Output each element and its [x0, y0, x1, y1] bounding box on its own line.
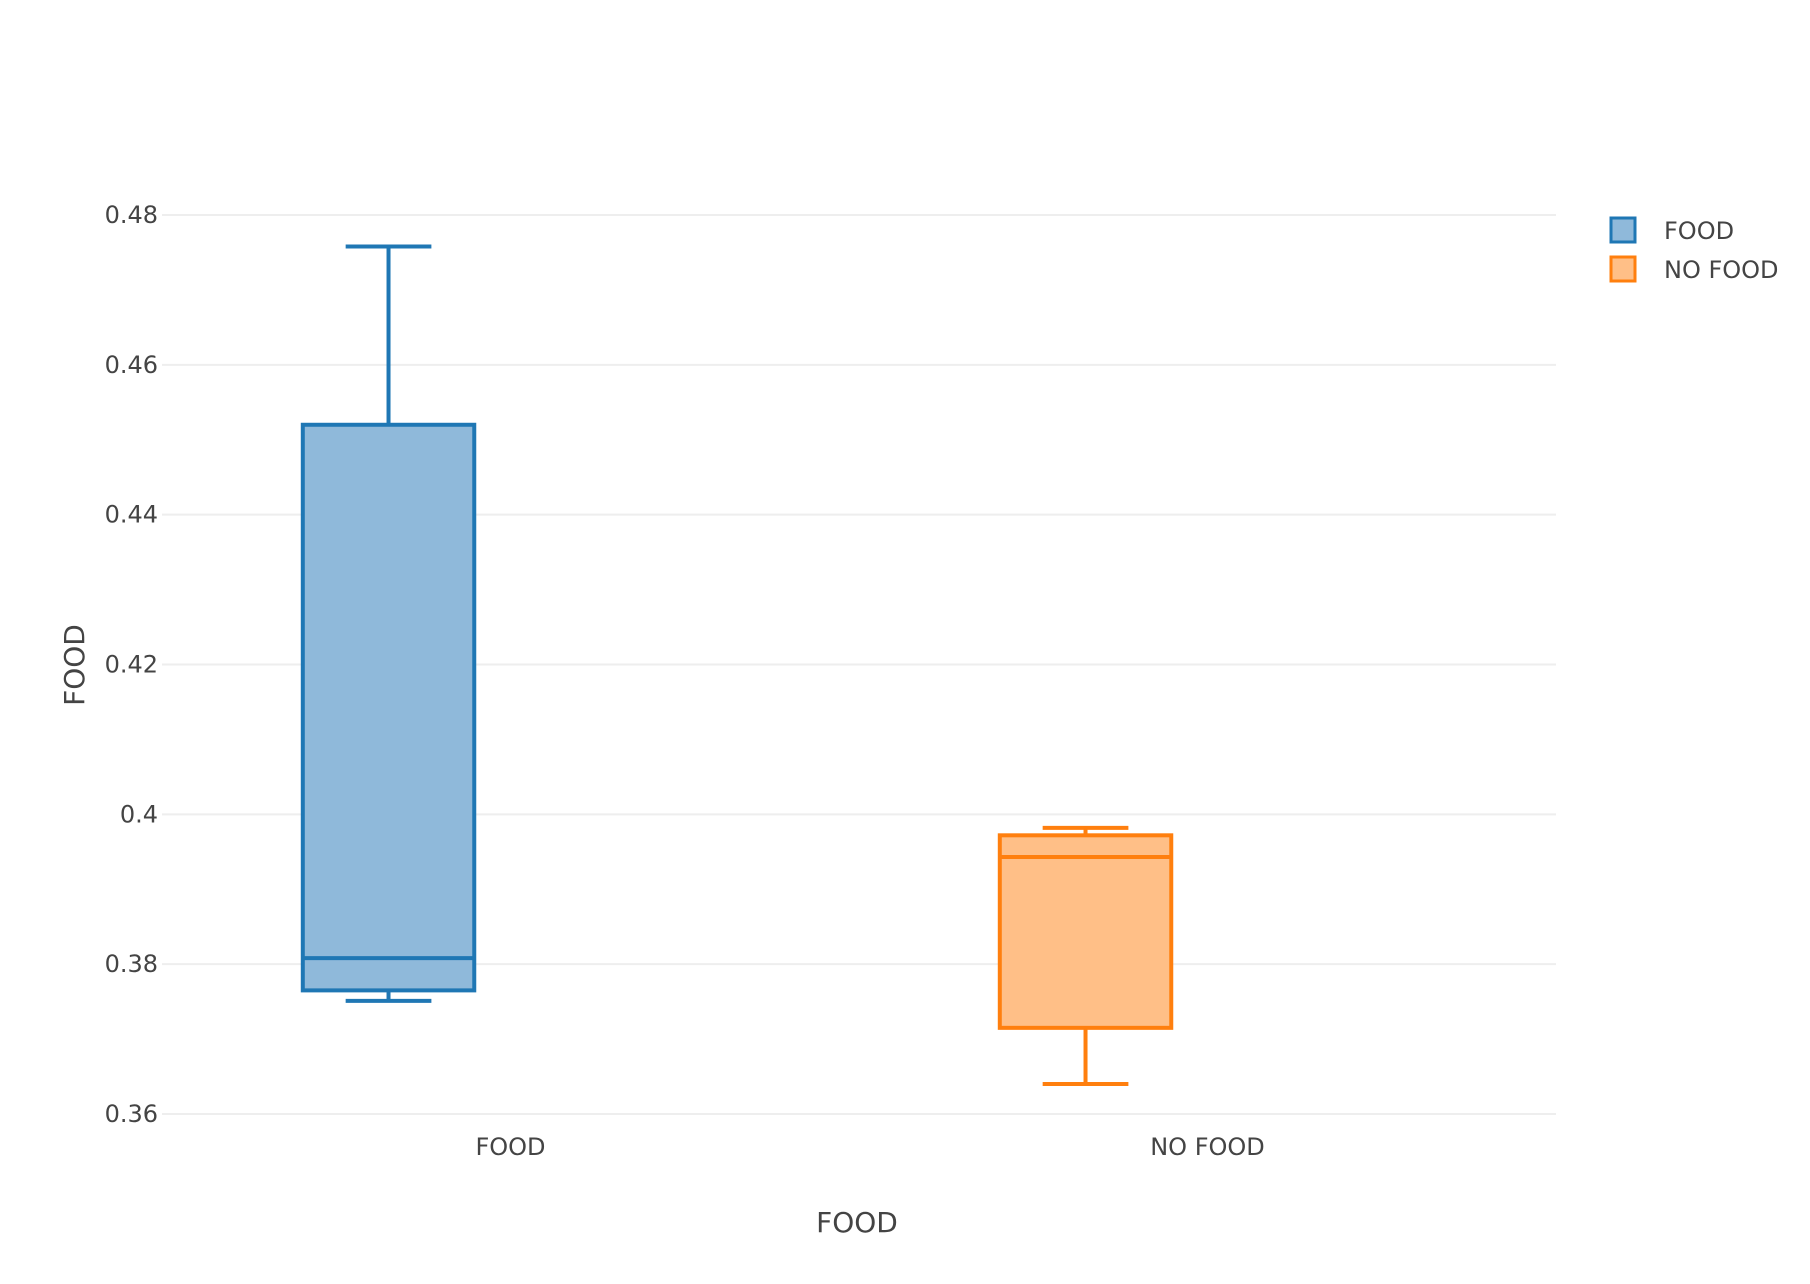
y-tick-label: 0.48	[105, 201, 158, 229]
legend: FOOD NO FOOD	[1609, 216, 1779, 284]
box-no-food	[997, 825, 1174, 1087]
x-axis-ticks: FOOD NO FOOD	[475, 1133, 1264, 1161]
y-tick-label: 0.36	[105, 1100, 158, 1128]
legend-item: NO FOOD	[1609, 255, 1779, 284]
y-tick-label: 0.46	[105, 351, 158, 379]
legend-item: FOOD	[1609, 216, 1734, 245]
box-food	[300, 244, 477, 1003]
y-axis-title: FOOD	[58, 624, 91, 706]
legend-label: FOOD	[1664, 217, 1734, 245]
x-tick-label: FOOD	[475, 1133, 545, 1161]
legend-swatch	[1609, 216, 1637, 244]
legend-label: NO FOOD	[1664, 256, 1779, 284]
y-tick-label: 0.4	[120, 800, 158, 828]
y-tick-label: 0.38	[105, 950, 158, 978]
x-axis-title: FOOD	[816, 1206, 898, 1239]
interquartile-box	[997, 833, 1174, 1030]
legend-swatch	[1609, 255, 1637, 283]
x-tick-label: NO FOOD	[1150, 1133, 1265, 1161]
interquartile-box	[300, 422, 477, 993]
y-tick-label: 0.42	[105, 651, 158, 679]
box-series	[300, 244, 1174, 1087]
y-tick-label: 0.44	[105, 501, 158, 529]
y-axis-ticks: 0.36 0.38 0.4 0.42 0.44 0.46 0.48	[105, 201, 158, 1128]
